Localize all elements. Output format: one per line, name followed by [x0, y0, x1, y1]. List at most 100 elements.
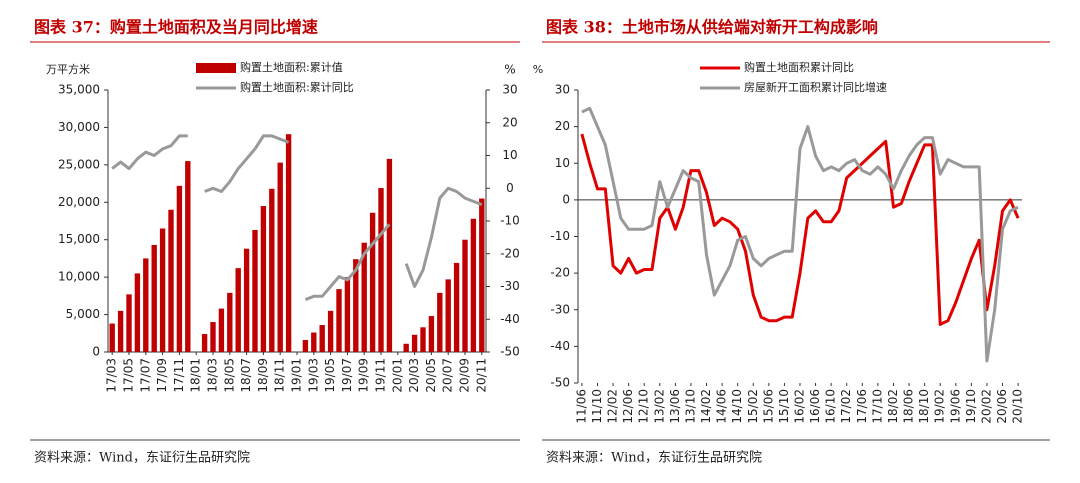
x-tick-label: 17/06	[855, 389, 869, 424]
y-tick-label: -40	[550, 339, 570, 353]
x-tick-label: 20/06	[995, 389, 1009, 424]
y2-tick-label: 20	[502, 115, 517, 129]
x-tick-label: 15/10	[777, 389, 791, 424]
y-tick-label: -30	[550, 302, 570, 316]
bar	[319, 325, 325, 352]
x-tick-label: 20/10	[1011, 389, 1025, 424]
y-axis-label: 万平方米	[46, 62, 90, 76]
x-tick-label: 13/10	[683, 389, 697, 424]
chart-title: 图表 38：土地市场从供给端对新开工构成影响	[546, 18, 878, 37]
y-tick-label: -20	[550, 266, 570, 280]
bar	[369, 212, 376, 352]
y2-tick-label: 30	[502, 83, 517, 97]
bar	[378, 188, 384, 352]
y-tick-label: -50	[550, 376, 570, 390]
x-tick-label: 18/06	[902, 389, 916, 424]
line	[111, 134, 188, 171]
bar	[277, 162, 283, 352]
x-tick-label: 19/02	[933, 389, 947, 424]
x-tick-label: 17/05	[122, 358, 136, 393]
bar	[159, 228, 166, 352]
y-tick-label: 20	[555, 119, 570, 133]
x-tick-label: 17/09	[155, 358, 169, 393]
bar	[252, 229, 258, 352]
line	[581, 106, 1019, 363]
bar	[109, 323, 115, 352]
y2-tick-label: -20	[500, 246, 520, 260]
y2-tick-label: -10	[500, 214, 520, 228]
x-tick-label: 19/10	[964, 389, 978, 424]
y-tick-label: 10,000	[58, 270, 100, 284]
y-tick-label: 0	[92, 345, 100, 359]
bar	[260, 206, 267, 352]
x-tick-label: 18/02	[886, 389, 900, 424]
bar	[386, 158, 393, 352]
bar	[353, 259, 359, 352]
x-tick-label: 17/03	[105, 358, 119, 393]
y-tick-label: 30	[555, 83, 570, 97]
bar	[218, 308, 225, 352]
x-tick-label: 16/02	[793, 389, 807, 424]
bar	[235, 268, 241, 352]
x-tick-label: 20/01	[390, 358, 404, 393]
bar	[243, 248, 250, 352]
x-tick-label: 17/02	[839, 389, 853, 424]
bar	[302, 340, 309, 352]
bar	[227, 292, 233, 352]
bar	[403, 343, 409, 352]
chart-title: 图表 37：购置土地面积及当月同比增速	[34, 18, 318, 37]
x-tick-label: 19/07	[340, 358, 354, 393]
x-tick-label: 15/02	[746, 389, 760, 424]
bar	[210, 322, 216, 352]
y2-tick-label: 10	[502, 148, 517, 162]
legend-label: 房屋新开工面积累计同比增速	[744, 80, 887, 94]
y-tick-label: 25,000	[58, 157, 100, 171]
x-tick-label: 14/06	[715, 389, 729, 424]
bar	[117, 310, 124, 352]
x-tick-label: 17/10	[870, 389, 884, 424]
legend-swatch	[196, 63, 236, 73]
bar	[344, 277, 351, 352]
x-tick-label: 20/07	[441, 358, 455, 393]
bar	[311, 332, 317, 352]
x-tick-label: 20/11	[474, 358, 488, 393]
bar	[437, 292, 443, 352]
y-tick-label: 10	[555, 156, 570, 170]
x-tick-label: 20/02	[979, 389, 993, 424]
x-tick-label: 20/09	[458, 358, 472, 393]
bar	[336, 289, 342, 352]
legend-label: 购置土地面积:累计同比	[240, 80, 354, 94]
x-tick-label: 19/05	[323, 358, 337, 393]
source: 资料来源：Wind，东证衍生品研究院	[34, 451, 250, 466]
bar	[168, 209, 174, 352]
x-tick-label: 16/06	[808, 389, 822, 424]
y2-tick-label: -40	[500, 312, 520, 326]
bar	[185, 161, 191, 352]
x-tick-label: 15/06	[761, 389, 775, 424]
bar	[470, 218, 477, 352]
x-tick-label: 20/03	[407, 358, 421, 393]
bar	[327, 310, 334, 352]
y-tick-label: 15,000	[58, 232, 100, 246]
bar	[285, 134, 292, 352]
line	[304, 223, 391, 301]
x-tick-label: 16/10	[824, 389, 838, 424]
bar	[269, 188, 275, 352]
y-tick-label: 0	[562, 192, 570, 206]
x-tick-label: 19/06	[948, 389, 962, 424]
y2-tick-label: 0	[506, 181, 514, 195]
y-tick-label: 35,000	[58, 83, 100, 97]
x-tick-label: 12/02	[606, 389, 620, 424]
bar	[411, 334, 418, 352]
y2-axis-label: %	[504, 63, 515, 77]
x-tick-label: 18/11	[273, 358, 287, 393]
bar	[143, 258, 149, 352]
line	[580, 133, 1020, 326]
y-tick-label: -10	[550, 229, 570, 243]
x-tick-label: 19/03	[306, 358, 320, 393]
x-tick-label: 11/10	[590, 389, 604, 424]
legend-label: 购置土地面积累计同比	[744, 60, 854, 74]
bar	[151, 244, 157, 352]
x-tick-label: 14/02	[699, 389, 713, 424]
